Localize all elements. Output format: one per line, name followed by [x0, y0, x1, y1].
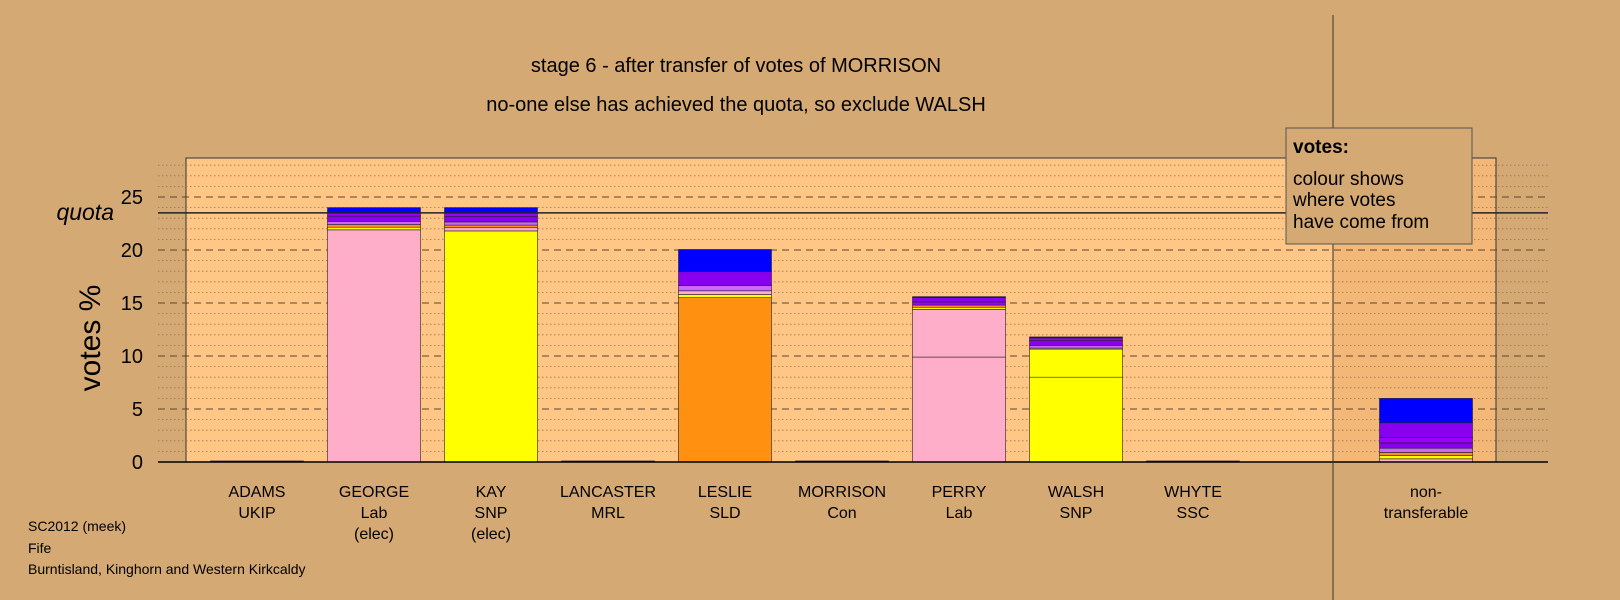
bar-george-segment — [327, 221, 421, 225]
bar-leslie-segment — [678, 294, 772, 298]
x-tick-label: PERRY — [932, 484, 987, 501]
x-tick-label: GEORGE — [339, 484, 409, 501]
bar-kay-segment — [444, 207, 538, 214]
bar-non-transferable-segment — [1379, 398, 1473, 424]
x-tick-label: WALSH — [1048, 484, 1104, 501]
bar-kay-segment — [444, 227, 538, 232]
bar-perry-segment — [912, 301, 1006, 306]
bar-leslie-segment — [678, 297, 772, 463]
bar-non-transferable-segment — [1379, 452, 1473, 456]
x-tick-label: KAY — [476, 484, 507, 501]
y-tick-label: 15 — [121, 293, 143, 315]
bar-george-segment — [327, 229, 421, 463]
footer-scheme: SC2012 (meek) — [28, 518, 127, 534]
bar-non-transferable-segment — [1379, 455, 1473, 460]
x-tick-label: non- — [1410, 484, 1442, 501]
x-tick-label: MORRISON — [798, 484, 886, 501]
y-tick-label: 20 — [121, 240, 143, 262]
x-tick-label: SNP — [475, 505, 508, 522]
chart-title: stage 6 - after transfer of votes of MOR… — [531, 55, 941, 77]
legend-title: votes: — [1293, 137, 1349, 158]
footer-council: Fife — [28, 540, 52, 556]
x-tick-label: (elec) — [354, 526, 394, 543]
bar-walsh-segment — [1029, 345, 1123, 349]
bar-walsh-segment — [1029, 376, 1123, 463]
bar-george-segment — [327, 224, 421, 228]
bar-walsh-segment — [1029, 340, 1123, 346]
bar-perry-segment — [912, 304, 1006, 308]
x-tick-label: transferable — [1384, 505, 1469, 522]
bar-non-transferable-segment — [1379, 447, 1473, 453]
bar-walsh-segment — [1029, 337, 1123, 341]
legend-line-1: colour shows — [1293, 169, 1404, 190]
x-tick-label: ADAMS — [229, 484, 286, 501]
legend-box: votes: colour shows where votes have com… — [1285, 127, 1473, 245]
bar-kay-segment — [444, 221, 538, 226]
quota-label: quota — [56, 199, 114, 225]
bar-non-transferable-segment — [1379, 422, 1473, 438]
x-tick-label: SSC — [1177, 505, 1210, 522]
y-tick-label: 5 — [132, 399, 143, 421]
bar-george-segment — [327, 215, 421, 222]
x-tick-label: SLD — [709, 505, 740, 522]
x-tick-label: SNP — [1060, 505, 1093, 522]
y-axis-label: votes % — [74, 285, 107, 392]
x-tick-label: MRL — [591, 505, 625, 522]
legend-line-2: where votes — [1292, 190, 1395, 211]
bar-leslie-segment — [678, 290, 772, 295]
bar-perry-segment — [912, 297, 1006, 303]
bar-walsh-segment — [1029, 336, 1123, 339]
bar-walsh-segment — [1029, 348, 1123, 378]
y-tick-label: 25 — [121, 187, 143, 209]
footer-ward: Burntisland, Kinghorn and Western Kirkca… — [28, 561, 306, 577]
bar-leslie-segment — [678, 249, 772, 273]
x-tick-label: LESLIE — [698, 484, 752, 501]
bar-leslie-segment — [678, 271, 772, 286]
chart-subtitle: no-one else has achieved the quota, so e… — [486, 94, 986, 116]
x-tick-label: UKIP — [238, 505, 275, 522]
legend-line-3: have come from — [1293, 212, 1429, 233]
bar-perry-segment — [912, 309, 1006, 358]
bar-kay-segment — [444, 216, 538, 223]
x-tick-label: Con — [827, 505, 856, 522]
x-tick-label: Lab — [946, 505, 973, 522]
x-tick-label: WHYTE — [1164, 484, 1222, 501]
bar-george-segment — [327, 207, 421, 214]
x-tick-label: (elec) — [471, 526, 511, 543]
bar-perry-segment — [912, 306, 1006, 310]
bar-leslie-segment — [678, 285, 772, 292]
x-tick-label: LANCASTER — [560, 484, 656, 501]
y-tick-label: 10 — [121, 346, 143, 368]
bar-kay-segment — [444, 224, 538, 229]
bar-non-transferable-segment — [1379, 437, 1473, 444]
bar-george-segment — [327, 226, 421, 231]
bar-kay-segment — [444, 230, 538, 463]
x-tick-label: Lab — [361, 505, 388, 522]
y-tick-label: 0 — [132, 452, 143, 474]
bar-non-transferable-segment — [1379, 442, 1473, 449]
bar-perry-segment — [912, 296, 1006, 299]
bar-perry-segment — [912, 356, 1006, 463]
